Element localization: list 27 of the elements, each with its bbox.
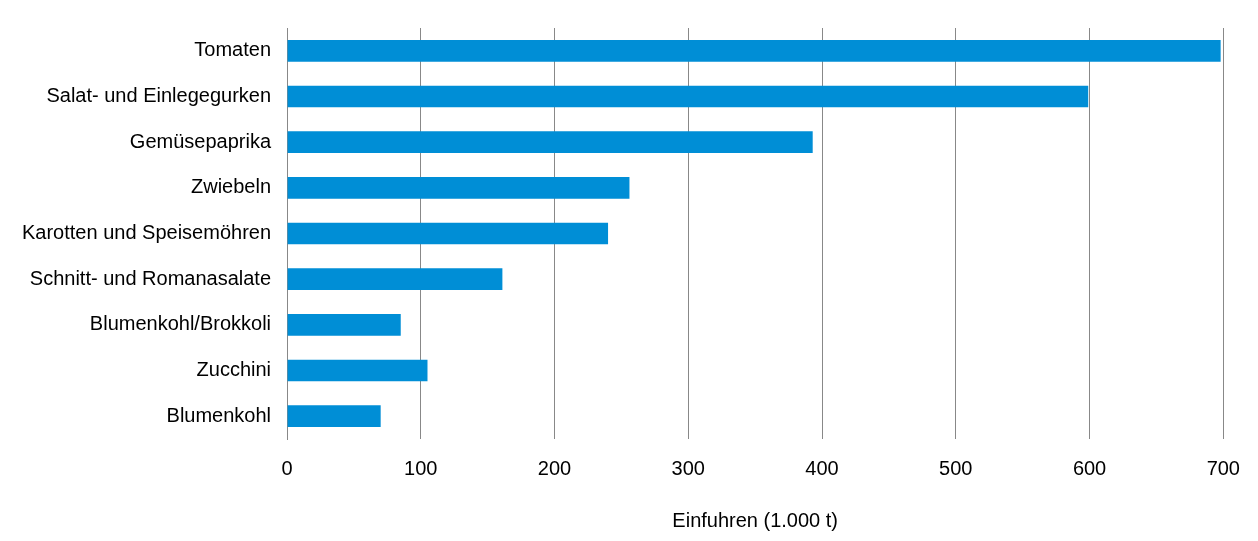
bar	[287, 85, 1089, 108]
y-tick-label: Schnitt- und Romanasalate	[29, 266, 272, 289]
y-tick-label: Zucchini	[196, 358, 272, 381]
bar	[287, 359, 428, 382]
bar	[287, 405, 381, 428]
y-tick-label: Blumenkohl	[166, 403, 272, 426]
x-tick-label: 400	[805, 456, 839, 479]
x-tick-label: 700	[1206, 456, 1240, 479]
y-tick-label: Karotten und Speisemöhren	[21, 221, 272, 244]
bar	[287, 268, 503, 291]
bar	[287, 176, 630, 199]
y-tick-label: Blumenkohl/Brokkoli	[89, 312, 272, 335]
x-tick-label: 500	[939, 456, 973, 479]
y-tick-label: Salat- und Einlegegurken	[46, 84, 272, 107]
bar	[287, 131, 813, 154]
x-axis-title: Einfuhren (1.000 t)	[672, 508, 839, 531]
x-tick-label: 200	[537, 456, 572, 479]
y-tick-label: Tomaten	[194, 38, 272, 61]
x-tick-label: 300	[671, 456, 705, 479]
x-tick-label: 0	[281, 456, 293, 479]
x-tick-label: 600	[1072, 456, 1107, 479]
y-tick-label: Gemüsepaprika	[129, 129, 272, 152]
bar	[287, 313, 401, 336]
y-tick-label: Zwiebeln	[191, 175, 272, 198]
bar	[287, 39, 1221, 62]
x-tick-label: 100	[404, 456, 438, 479]
bar	[287, 222, 609, 245]
